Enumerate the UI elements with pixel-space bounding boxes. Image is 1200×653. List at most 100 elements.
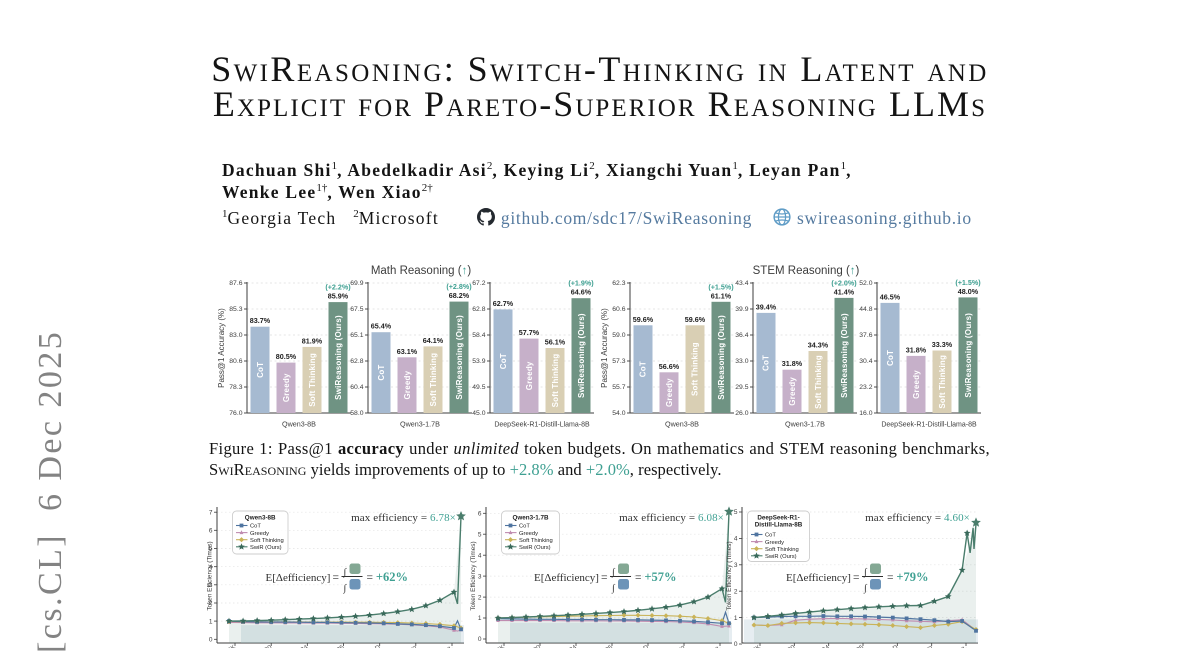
svg-text:(+2.2%): (+2.2%) [325,283,351,292]
svg-text:E[Δefficiency]: E[Δefficiency] [534,572,599,584]
svg-text:GPQA-D: GPQA-D [357,644,382,648]
svg-text:53.9: 53.9 [472,358,485,365]
svg-text:Soft Thinking: Soft Thinking [551,354,560,408]
svg-text:AIME 2024: AIME 2024 [548,644,579,648]
svg-text:Distill-Llama-8B: Distill-Llama-8B [755,522,803,529]
svg-text:65.1: 65.1 [350,332,363,339]
svg-text:Avg.: Avg. [954,644,969,648]
svg-text:5: 5 [478,532,482,539]
svg-text:CoT: CoT [499,353,508,369]
svg-text:Pass@1 Accuracy (%): Pass@1 Accuracy (%) [217,308,226,388]
svg-text:81.9%: 81.9% [302,336,323,345]
svg-text:3: 3 [734,562,738,569]
svg-text:41.4%: 41.4% [834,287,855,296]
svg-text:CoT: CoT [250,524,261,530]
svg-text:GPQA-D: GPQA-D [874,644,899,648]
svg-text:62.3: 62.3 [612,280,625,287]
svg-text:(+2.0%): (+2.0%) [831,278,857,287]
svg-text:Greedy: Greedy [665,378,674,407]
svg-text:45.0: 45.0 [472,410,485,417]
svg-text:∫: ∫ [611,567,616,578]
svg-text:Qwen3-8B: Qwen3-8B [245,515,276,522]
svg-text:33.0: 33.0 [735,358,748,365]
svg-text:5: 5 [209,546,213,553]
svg-text:Greedy: Greedy [788,377,797,406]
svg-text:Qwen3-8B: Qwen3-8B [665,420,699,429]
svg-text:46.5%: 46.5% [880,292,901,301]
svg-text:60.4: 60.4 [350,384,363,391]
svg-text:MATH-500: MATH-500 [244,644,274,648]
svg-text:Soft Thinking: Soft Thinking [938,355,947,409]
svg-text:E[Δefficiency]: E[Δefficiency] [266,572,331,584]
svg-text:Soft Thinking: Soft Thinking [765,547,799,553]
svg-text:CoT: CoT [639,361,648,377]
svg-text:37.6: 37.6 [859,332,872,339]
svg-text:MMLU-Pro: MMLU-Pro [904,644,934,648]
svg-text:26.0: 26.0 [735,410,748,417]
svg-text:CoT: CoT [256,362,265,378]
svg-text:E[Δefficiency]: E[Δefficiency] [786,572,851,584]
svg-text:∫: ∫ [863,583,868,594]
svg-text:65.4%: 65.4% [371,322,392,331]
svg-text:Greedy: Greedy [403,370,412,399]
svg-text:87.6: 87.6 [229,280,242,287]
svg-text:49.5: 49.5 [472,384,485,391]
svg-text:2: 2 [478,594,482,601]
svg-text:SwiR (Ours): SwiR (Ours) [765,554,797,560]
svg-text:(+1.9%): (+1.9%) [568,279,594,288]
svg-text:7: 7 [209,509,213,516]
svg-text:1: 1 [209,618,213,625]
svg-text:Soft Thinking: Soft Thinking [250,538,284,544]
svg-text:1: 1 [734,615,738,622]
svg-text:SwiReasoning (Ours): SwiReasoning (Ours) [840,313,849,398]
svg-text:52.0: 52.0 [859,280,872,287]
svg-text:Token Efficiency (Times): Token Efficiency (Times) [207,541,214,610]
svg-text:SwiReasoning (Ours): SwiReasoning (Ours) [717,315,726,400]
svg-text:Soft Thinking: Soft Thinking [691,342,700,396]
svg-text:59.0: 59.0 [612,332,625,339]
svg-text:56.6%: 56.6% [659,362,680,371]
svg-text:Soft Thinking: Soft Thinking [519,538,553,544]
svg-text:∫: ∫ [343,567,348,578]
svg-text:3: 3 [209,582,213,589]
svg-text:29.5: 29.5 [735,384,748,391]
svg-text:SwiReasoning (Ours): SwiReasoning (Ours) [577,313,586,398]
svg-text:STEM Reasoning (↑): STEM Reasoning (↑) [753,265,860,277]
svg-text:83.0: 83.0 [229,332,242,339]
svg-text:(+1.5%): (+1.5%) [708,282,734,291]
svg-text:69.9: 69.9 [350,280,363,287]
svg-text:56.1%: 56.1% [545,338,566,347]
svg-text:= +62%: = +62% [367,570,409,584]
svg-text:DeepSeek-R1-Distill-Llama-8B: DeepSeek-R1-Distill-Llama-8B [494,422,590,429]
svg-text:80.5%: 80.5% [276,352,297,361]
svg-text:SwiR (Ours): SwiR (Ours) [250,545,282,551]
svg-text:GSM8K: GSM8K [739,644,762,648]
svg-text:Greedy: Greedy [250,531,269,537]
svg-text:AIME 2025: AIME 2025 [835,644,866,648]
svg-text:43.4: 43.4 [735,280,748,287]
svg-text:Greedy: Greedy [525,361,534,390]
svg-text:MATH-500: MATH-500 [513,644,543,648]
svg-text:Qwen3-1.7B: Qwen3-1.7B [400,420,440,429]
svg-text:59.6%: 59.6% [633,315,654,324]
svg-text:= +57%: = +57% [635,570,677,584]
svg-text:SwiR (Ours): SwiR (Ours) [519,545,551,551]
svg-text:54.0: 54.0 [612,410,625,417]
svg-text:67.5: 67.5 [350,306,363,313]
svg-text:4: 4 [209,564,213,571]
svg-text:61.1%: 61.1% [711,291,732,300]
svg-text:68.2%: 68.2% [449,291,470,300]
svg-text:DeepSeek-R1-Distill-Llama-8B: DeepSeek-R1-Distill-Llama-8B [881,422,977,429]
svg-text:55.7: 55.7 [612,384,625,391]
svg-text:Greedy: Greedy [282,373,291,402]
svg-text:CoT: CoT [377,365,386,381]
svg-text:CoT: CoT [519,524,530,530]
svg-text:Soft Thinking: Soft Thinking [814,355,823,409]
svg-text:Soft Thinking: Soft Thinking [308,353,317,407]
svg-text:60.6: 60.6 [612,306,625,313]
svg-text:Avg.: Avg. [708,644,723,648]
svg-text:max efficiency = 6.08×: max efficiency = 6.08× [619,512,724,524]
svg-text:GSM8K: GSM8K [214,644,237,648]
svg-text:Avg.: Avg. [440,644,455,648]
svg-text:Math Reasoning (↑): Math Reasoning (↑) [371,265,472,277]
